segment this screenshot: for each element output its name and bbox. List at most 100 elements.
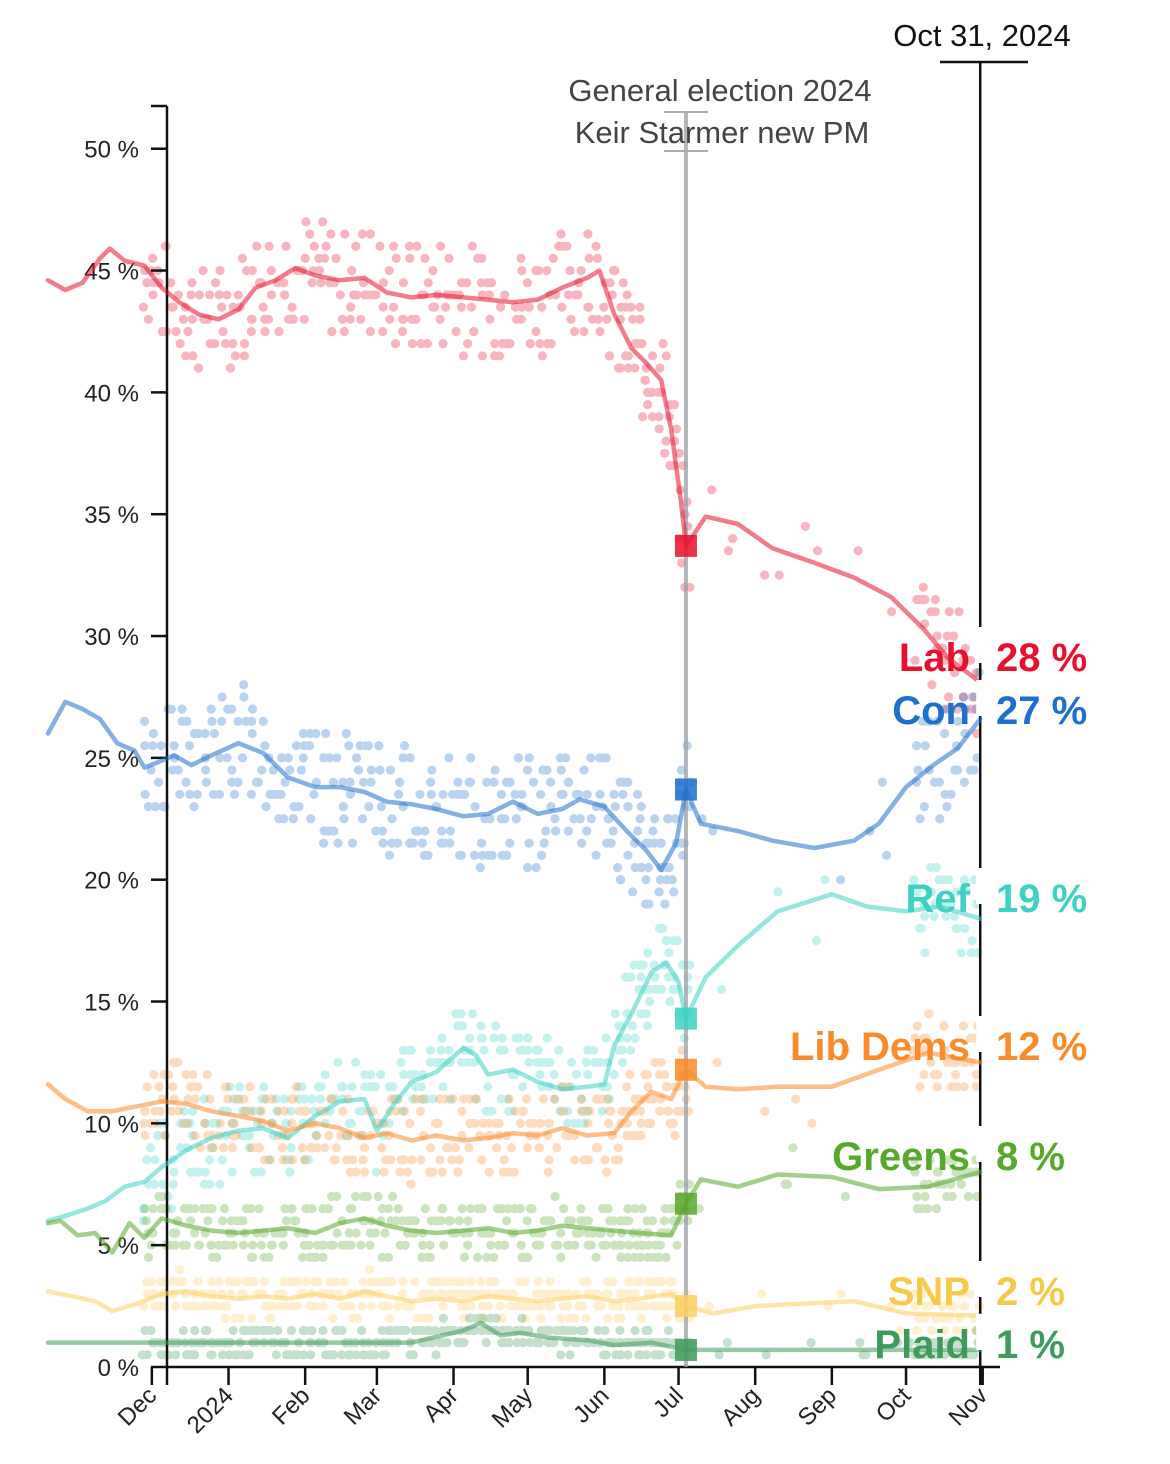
poll-dot bbox=[811, 936, 822, 946]
poll-dot bbox=[518, 1106, 528, 1116]
poll-dot bbox=[656, 1057, 666, 1068]
poll-dot bbox=[164, 1070, 174, 1080]
poll-dot bbox=[506, 1143, 517, 1153]
poll-dot bbox=[605, 278, 615, 288]
poll-dot bbox=[558, 1325, 569, 1336]
poll-dot bbox=[661, 936, 671, 946]
poll-dot bbox=[176, 1118, 186, 1128]
poll-dot bbox=[399, 1155, 409, 1165]
poll-dot bbox=[497, 1033, 507, 1043]
poll-dot bbox=[597, 1094, 607, 1104]
poll-dot bbox=[470, 1118, 480, 1128]
poll-dot bbox=[603, 1313, 613, 1323]
poll-dot bbox=[477, 1204, 487, 1214]
poll-dot bbox=[505, 339, 515, 349]
poll-dot bbox=[250, 1143, 260, 1153]
poll-dot bbox=[459, 1313, 469, 1323]
poll-dot bbox=[287, 1155, 298, 1165]
poll-dot bbox=[331, 1143, 341, 1153]
poll-dot bbox=[250, 1167, 260, 1177]
poll-dot bbox=[329, 826, 339, 836]
poll-dot bbox=[149, 1179, 159, 1189]
poll-dot bbox=[462, 1057, 472, 1068]
poll-dot bbox=[603, 1118, 614, 1128]
poll-dot bbox=[598, 1094, 608, 1104]
poll-dot bbox=[205, 1179, 215, 1189]
poll-dot bbox=[388, 1082, 398, 1092]
poll-dot bbox=[931, 1204, 942, 1214]
poll-dot bbox=[345, 1204, 355, 1214]
poll-dot bbox=[476, 1204, 486, 1214]
poll-dot bbox=[199, 1118, 210, 1128]
poll-dot bbox=[192, 1167, 202, 1177]
poll-dot bbox=[527, 1204, 537, 1214]
poll-dot bbox=[317, 1240, 328, 1250]
series-value-lab: 28 % bbox=[996, 636, 1087, 680]
poll-dot bbox=[357, 1301, 367, 1311]
poll-dot bbox=[491, 1313, 501, 1323]
poll-dot bbox=[436, 1045, 446, 1055]
poll-dot bbox=[455, 850, 465, 860]
poll-dot bbox=[221, 339, 231, 349]
poll-dot bbox=[942, 1338, 952, 1348]
poll-dot bbox=[411, 826, 421, 836]
poll-dot bbox=[277, 753, 287, 763]
poll-dot bbox=[438, 789, 448, 800]
poll-dot bbox=[380, 1228, 390, 1238]
poll-dot bbox=[247, 1313, 257, 1323]
poll-dot bbox=[536, 1313, 546, 1323]
poll-dot bbox=[918, 594, 928, 605]
poll-dot bbox=[951, 923, 961, 934]
poll-dot bbox=[543, 1167, 553, 1177]
poll-dot bbox=[597, 1301, 607, 1311]
poll-dot bbox=[138, 1204, 149, 1214]
poll-dot bbox=[166, 704, 176, 714]
poll-dot bbox=[384, 850, 395, 860]
poll-dot bbox=[266, 1240, 276, 1250]
poll-dot bbox=[287, 1301, 297, 1311]
poll-dot bbox=[550, 1191, 560, 1202]
poll-dot bbox=[953, 1338, 963, 1348]
poll-dot bbox=[591, 241, 601, 251]
poll-dot bbox=[199, 1179, 210, 1189]
poll-dot bbox=[189, 728, 200, 739]
poll-dot bbox=[341, 1240, 351, 1250]
poll-dot bbox=[915, 814, 925, 824]
poll-dot bbox=[437, 1204, 448, 1214]
poll-dot bbox=[645, 1118, 656, 1128]
poll-dot bbox=[564, 1130, 574, 1141]
poll-dot bbox=[974, 667, 984, 678]
poll-dot bbox=[499, 1045, 509, 1055]
poll-dot bbox=[533, 1338, 544, 1348]
poll-dot bbox=[942, 801, 952, 812]
poll-dot bbox=[422, 339, 432, 349]
poll-dot bbox=[545, 1277, 555, 1287]
poll-dot bbox=[425, 1057, 436, 1068]
poll-dot bbox=[487, 850, 497, 860]
poll-dot bbox=[544, 1325, 554, 1336]
poll-dot bbox=[181, 1070, 191, 1080]
poll-dot bbox=[614, 1021, 624, 1031]
poll-dot bbox=[238, 1106, 248, 1116]
poll-dot bbox=[207, 1143, 218, 1153]
poll-dot bbox=[909, 875, 919, 885]
poll-dot bbox=[490, 1277, 500, 1287]
poll-dot bbox=[637, 1204, 647, 1214]
poll-dot bbox=[966, 948, 976, 958]
poll-dot bbox=[384, 1118, 394, 1128]
poll-dot bbox=[648, 1216, 658, 1226]
poll-dot bbox=[393, 1301, 403, 1311]
poll-dot bbox=[307, 1143, 317, 1153]
poll-dot bbox=[788, 1143, 798, 1153]
poll-dot bbox=[574, 789, 584, 800]
poll-dot bbox=[611, 1350, 621, 1360]
poll-dot bbox=[186, 1082, 196, 1092]
poll-dot bbox=[212, 1118, 222, 1128]
y-tick-label: 0 % bbox=[98, 1355, 139, 1382]
poll-dot bbox=[206, 1350, 216, 1360]
poll-dot bbox=[658, 339, 668, 349]
label-mask bbox=[976, 1314, 985, 1350]
poll-dot bbox=[347, 1082, 357, 1092]
poll-dot bbox=[178, 1277, 188, 1287]
poll-dot bbox=[371, 1167, 381, 1177]
